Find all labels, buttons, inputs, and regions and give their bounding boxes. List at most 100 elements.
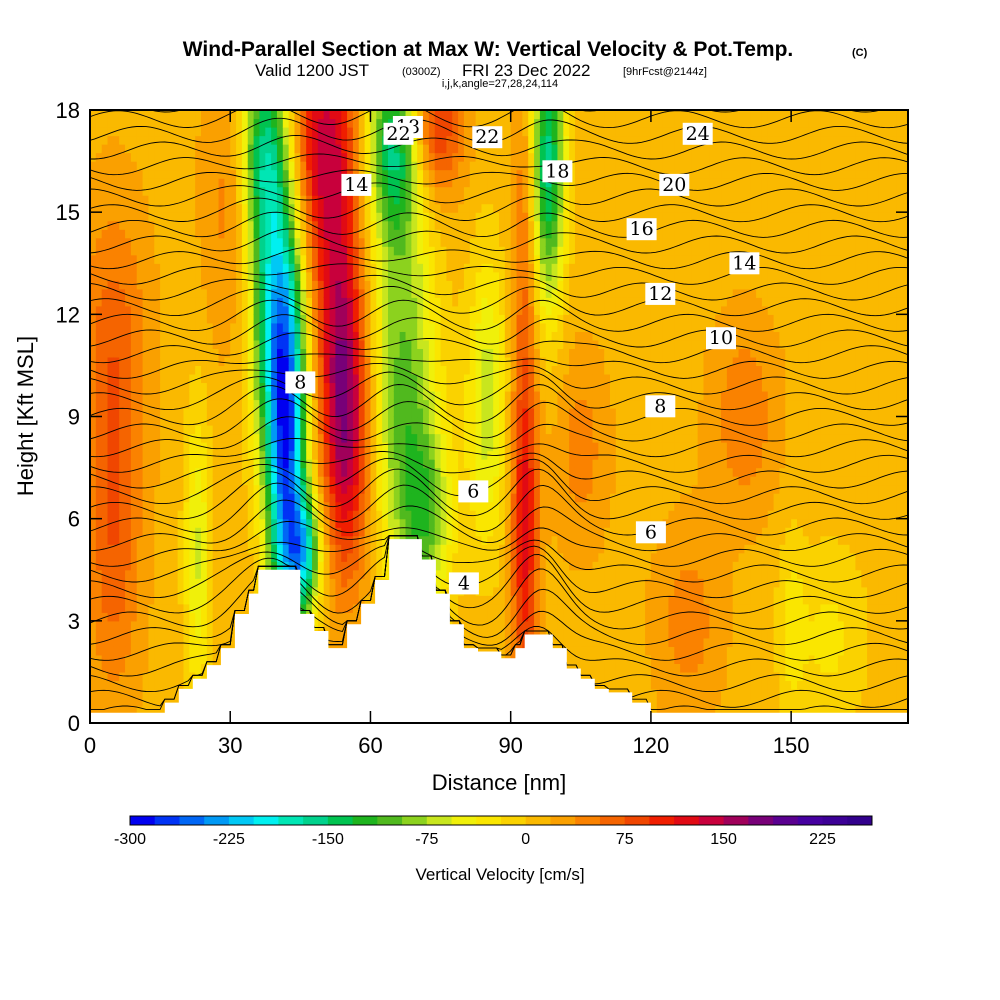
velocity-cell xyxy=(259,365,266,375)
velocity-cell xyxy=(481,229,488,239)
velocity-cell xyxy=(294,186,301,196)
velocity-cell xyxy=(148,144,155,154)
velocity-cell xyxy=(201,161,208,171)
velocity-cell xyxy=(288,527,296,537)
velocity-cell xyxy=(107,603,114,613)
velocity-cell xyxy=(125,425,132,435)
velocity-cell xyxy=(469,382,477,392)
velocity-cell xyxy=(440,399,448,409)
velocity-cell xyxy=(247,586,255,596)
velocity-cell xyxy=(271,178,278,188)
velocity-cell xyxy=(341,407,348,418)
velocity-cell xyxy=(265,450,272,460)
velocity-cell xyxy=(399,339,407,349)
velocity-cell xyxy=(142,586,150,596)
velocity-cell xyxy=(358,203,366,213)
velocity-cell xyxy=(282,178,290,188)
velocity-cell xyxy=(276,246,284,256)
velocity-cell xyxy=(434,501,442,511)
velocity-cell xyxy=(282,535,290,545)
velocity-cell xyxy=(463,459,471,469)
velocity-cell xyxy=(201,535,208,545)
velocity-cell xyxy=(458,169,465,179)
velocity-cell xyxy=(125,578,132,588)
velocity-cell xyxy=(136,680,144,690)
velocity-cell xyxy=(113,620,120,630)
velocity-cell xyxy=(364,161,372,171)
velocity-cell xyxy=(154,603,161,613)
velocity-cell xyxy=(440,305,448,315)
velocity-cell xyxy=(206,476,214,486)
velocity-cell xyxy=(236,459,243,469)
velocity-cell xyxy=(236,237,243,247)
velocity-cell xyxy=(341,544,348,554)
velocity-cell xyxy=(201,382,208,392)
velocity-cell xyxy=(165,527,173,537)
velocity-cell xyxy=(312,390,319,401)
velocity-cell xyxy=(119,297,126,307)
velocity-cell xyxy=(341,152,348,162)
velocity-cell xyxy=(142,705,150,716)
velocity-cell xyxy=(101,425,109,435)
velocity-cell xyxy=(399,203,407,213)
velocity-cell xyxy=(312,569,319,579)
velocity-cell xyxy=(265,339,272,349)
velocity-cell xyxy=(218,280,225,290)
velocity-cell xyxy=(160,620,167,630)
velocity-cell xyxy=(481,535,488,545)
velocity-cell xyxy=(154,476,161,486)
velocity-cell xyxy=(487,382,494,392)
velocity-cell xyxy=(125,510,132,520)
velocity-cell xyxy=(487,246,494,256)
velocity-cell xyxy=(347,373,354,384)
velocity-cell xyxy=(253,195,261,205)
velocity-cell xyxy=(300,135,307,145)
velocity-cell xyxy=(165,195,173,205)
velocity-cell xyxy=(224,467,231,477)
velocity-cell xyxy=(423,203,430,213)
velocity-cell xyxy=(154,620,161,630)
velocity-cell xyxy=(142,161,150,171)
velocity-cell xyxy=(341,484,348,494)
velocity-cell xyxy=(417,510,424,520)
velocity-cell xyxy=(370,382,377,392)
velocity-cell xyxy=(335,467,342,477)
velocity-cell xyxy=(376,229,383,239)
velocity-cell xyxy=(376,110,383,120)
velocity-cell xyxy=(230,586,237,596)
velocity-cell xyxy=(90,586,97,596)
velocity-cell xyxy=(376,288,383,298)
velocity-cell xyxy=(241,493,249,503)
velocity-cell xyxy=(113,416,120,426)
velocity-cell xyxy=(341,467,348,477)
velocity-cell xyxy=(230,169,237,179)
velocity-cell xyxy=(136,535,144,545)
velocity-cell xyxy=(195,195,202,205)
velocity-cell xyxy=(446,144,453,154)
velocity-cell xyxy=(195,459,202,469)
velocity-cell xyxy=(352,229,360,239)
velocity-cell xyxy=(282,518,290,528)
velocity-cell xyxy=(312,399,319,409)
velocity-cell xyxy=(288,288,296,298)
velocity-cell xyxy=(411,467,418,477)
velocity-cell xyxy=(148,476,155,486)
velocity-cell xyxy=(195,501,202,511)
velocity-cell xyxy=(288,152,296,162)
velocity-cell xyxy=(95,561,103,571)
velocity-cell xyxy=(201,459,208,469)
velocity-cell xyxy=(458,433,465,443)
velocity-cell xyxy=(113,612,120,622)
velocity-cell xyxy=(142,297,150,307)
velocity-cell xyxy=(130,407,138,418)
velocity-cell xyxy=(259,127,266,137)
velocity-cell xyxy=(183,186,190,196)
velocity-cell xyxy=(440,314,448,324)
velocity-cell xyxy=(113,246,120,256)
velocity-cell xyxy=(317,220,325,230)
velocity-cell xyxy=(113,186,120,196)
velocity-cell xyxy=(253,280,261,290)
velocity-cell xyxy=(428,535,436,545)
velocity-cell xyxy=(312,501,319,511)
velocity-cell xyxy=(376,527,383,537)
